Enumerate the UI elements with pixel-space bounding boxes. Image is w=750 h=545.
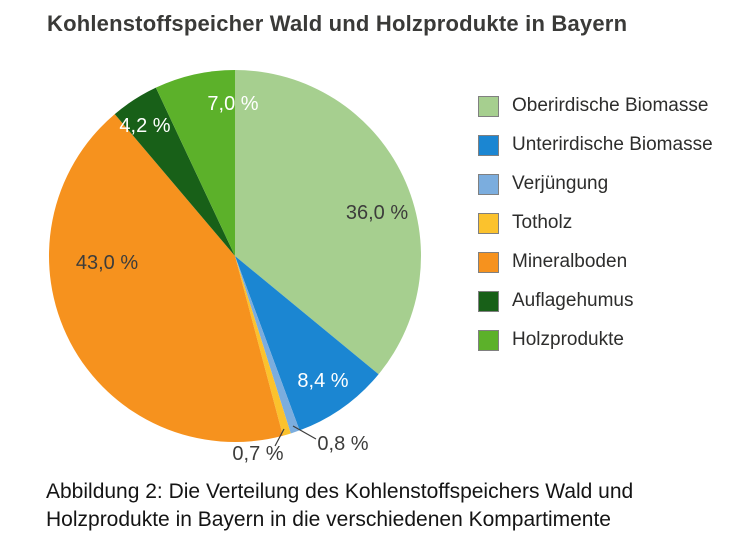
legend-label: Mineralboden bbox=[512, 251, 628, 272]
leader-line-totholz bbox=[274, 428, 285, 447]
pie-slice-mineralboden bbox=[48, 114, 283, 443]
pie-value-label-mineralboden: 43,0 % bbox=[76, 252, 138, 274]
legend-item-oberirdische-biomasse: Oberirdische Biomasse bbox=[478, 95, 713, 117]
pie-value-label-auflagehumus: 4,2 % bbox=[119, 115, 170, 137]
legend-swatch-icon bbox=[478, 251, 499, 273]
pie-slice-holzprodukte bbox=[155, 70, 235, 256]
legend-label: Totholz bbox=[512, 212, 573, 233]
pie-slice-verjungung bbox=[235, 256, 300, 434]
legend-swatch-icon bbox=[478, 134, 499, 156]
legend-item-holzprodukte: Holzprodukte bbox=[478, 329, 713, 351]
legend-swatch-icon bbox=[478, 329, 499, 351]
caption-line: Abbildung 2: Die Verteilung des Kohlenst… bbox=[46, 480, 634, 503]
leader-line-verjungung bbox=[292, 425, 317, 440]
legend-label: Holzprodukte bbox=[512, 329, 624, 350]
legend-label: Oberirdische Biomasse bbox=[512, 95, 709, 116]
pie-slice-unterirdische-biomasse bbox=[235, 256, 379, 431]
pie-value-label-totholz: 0,7 % bbox=[232, 443, 283, 465]
legend: Oberirdische Biomasse Unterirdische Bioma… bbox=[478, 95, 713, 368]
legend-swatch-icon bbox=[478, 290, 499, 312]
legend-swatch-icon bbox=[478, 173, 499, 195]
legend-item-verjungung: Verjüngung bbox=[478, 173, 713, 195]
figure-caption: Abbildung 2: Die Verteilung des Kohlenst… bbox=[46, 478, 633, 534]
legend-item-mineralboden: Mineralboden bbox=[478, 251, 713, 273]
pie-value-label-oberirdische-biomasse: 36,0 % bbox=[346, 202, 408, 224]
legend-swatch-icon bbox=[478, 212, 499, 234]
caption-line: Holzprodukte in Bayern in die verschiede… bbox=[46, 508, 611, 531]
pie-slice-auflagehumus bbox=[114, 87, 235, 256]
pie-value-label-holzprodukte: 7,0 % bbox=[207, 93, 258, 115]
pie-value-label-unterirdische-biomasse: 8,4 % bbox=[297, 370, 348, 392]
legend-item-auflagehumus: Auflagehumus bbox=[478, 290, 713, 312]
legend-swatch-icon bbox=[478, 95, 499, 117]
legend-label: Unterirdische Biomasse bbox=[512, 134, 713, 155]
legend-item-unterirdische-biomasse: Unterirdische Biomasse bbox=[478, 134, 713, 156]
chart-title: Kohlenstoffspeicher Wald und Holzprodukt… bbox=[47, 11, 628, 36]
legend-item-totholz: Totholz bbox=[478, 212, 713, 234]
pie-slice-oberirdische-biomasse bbox=[235, 70, 421, 375]
legend-label: Auflagehumus bbox=[512, 290, 634, 311]
pie-slice-totholz bbox=[235, 256, 291, 436]
legend-label: Verjüngung bbox=[512, 173, 609, 194]
pie-value-label-verjungung: 0,8 % bbox=[317, 433, 368, 455]
